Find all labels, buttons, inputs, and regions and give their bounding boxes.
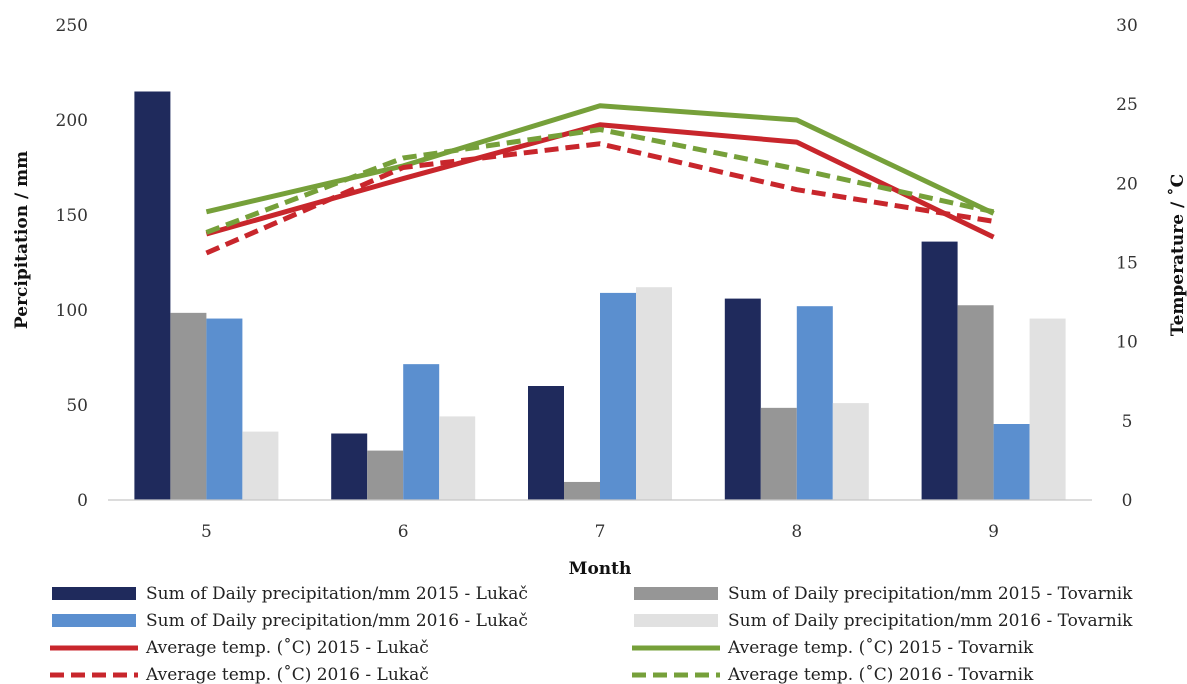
legend-item: Average temp. (˚C) 2016 - Tovarnik (632, 665, 1034, 684)
bar-series-2-month-5 (170, 312, 207, 500)
bar-series-4-month-7 (636, 287, 672, 500)
line-series-2 (205, 103, 995, 216)
bar-series-2-month-9 (957, 305, 994, 500)
x-tick-label: 6 (398, 522, 409, 542)
left-tick-label: 200 (56, 111, 88, 131)
bar-series-1-month-6 (331, 433, 368, 500)
legend-label: Sum of Daily precipitation/mm 2016 - Tov… (728, 611, 1133, 631)
right-axis-ticks: 0 5 10 15 20 25 30 (1116, 16, 1138, 511)
legend-item: Sum of Daily precipitation/mm 2015 - Tov… (634, 584, 1133, 604)
left-axis-ticks: 0 50 100 150 200 250 (56, 16, 88, 511)
x-tick-label: 5 (201, 522, 212, 542)
right-tick-label: 0 (1122, 491, 1133, 511)
lines-layer (205, 103, 995, 256)
left-tick-label: 150 (56, 206, 88, 226)
x-tick-label: 7 (595, 522, 606, 542)
right-tick-label: 10 (1116, 333, 1138, 353)
legend-swatch-bar (52, 587, 136, 600)
left-tick-label: 0 (77, 491, 88, 511)
right-tick-label: 5 (1122, 412, 1133, 432)
legend-item: Average temp. (˚C) 2015 - Lukač (50, 638, 429, 658)
bar-series-4-month-8 (832, 403, 869, 500)
left-tick-label: 50 (66, 396, 88, 416)
bar-series-3-month-5 (206, 318, 243, 500)
bar-series-4-month-9 (1029, 318, 1066, 500)
x-axis-ticks: 5 6 7 8 9 (201, 522, 999, 542)
legend-label: Average temp. (˚C) 2015 - Tovarnik (727, 638, 1034, 658)
legend-item: Sum of Daily precipitation/mm 2015 - Luk… (52, 584, 528, 604)
legend-label: Sum of Daily precipitation/mm 2015 - Tov… (728, 584, 1133, 604)
bar-series-3-month-6 (403, 364, 440, 500)
legend-swatch-bar (634, 614, 718, 627)
bar-series-1-month-8 (724, 298, 761, 500)
bar-series-2-month-7 (564, 481, 600, 500)
right-tick-label: 30 (1116, 16, 1138, 36)
legend-swatch-bar (52, 614, 136, 627)
bar-series-2-month-8 (760, 407, 797, 500)
legend-label: Sum of Daily precipitation/mm 2016 - Luk… (146, 611, 528, 631)
bars-layer (134, 91, 1066, 500)
legend-item: Sum of Daily precipitation/mm 2016 - Tov… (634, 611, 1133, 631)
y-axis-right-title: Temperature / ˚C (1167, 174, 1187, 336)
line-series-3 (205, 141, 994, 256)
legend-label: Sum of Daily precipitation/mm 2015 - Luk… (146, 584, 528, 604)
line-series-1 (205, 122, 995, 240)
right-tick-label: 15 (1116, 254, 1138, 274)
x-axis-title: Month (569, 559, 632, 579)
bar-series-4-month-5 (242, 431, 279, 500)
legend-item: Sum of Daily precipitation/mm 2016 - Luk… (52, 611, 528, 631)
legend-label: Average temp. (˚C) 2015 - Lukač (145, 638, 429, 658)
legend-swatch-bar (634, 587, 718, 600)
legend-label: Average temp. (˚C) 2016 - Tovarnik (727, 665, 1034, 684)
left-tick-label: 100 (56, 301, 88, 321)
bar-series-1-month-5 (134, 91, 171, 500)
bar-series-3-month-8 (796, 306, 833, 500)
legend-item: Average temp. (˚C) 2016 - Lukač (50, 665, 429, 684)
legend-label: Average temp. (˚C) 2016 - Lukač (145, 665, 429, 684)
right-tick-label: 20 (1116, 174, 1138, 194)
x-tick-label: 9 (988, 522, 999, 542)
y-axis-left-title: Percipitation / mm (12, 151, 32, 329)
bar-series-2-month-6 (367, 450, 404, 500)
bar-series-1-month-7 (528, 386, 564, 500)
left-tick-label: 250 (56, 16, 88, 36)
line-series-4 (205, 127, 995, 235)
right-tick-label: 25 (1116, 95, 1138, 115)
bar-series-4-month-6 (439, 416, 476, 500)
bar-series-3-month-7 (600, 292, 636, 500)
x-tick-label: 8 (791, 522, 802, 542)
legend-item: Average temp. (˚C) 2015 - Tovarnik (632, 638, 1034, 658)
bar-series-1-month-9 (921, 241, 958, 500)
bar-series-3-month-9 (993, 424, 1030, 500)
legend: Sum of Daily precipitation/mm 2015 - Luk… (50, 584, 1133, 684)
